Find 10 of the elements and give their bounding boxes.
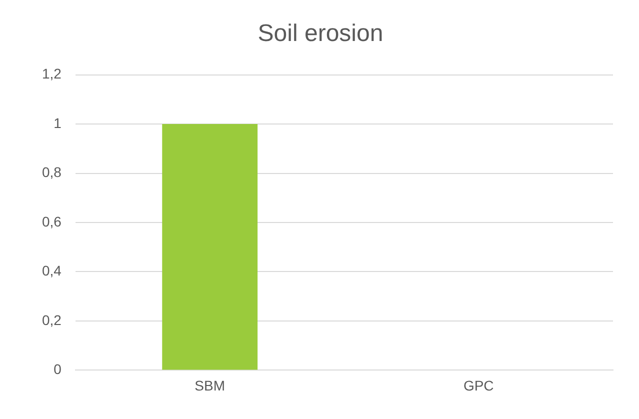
y-tick-label: 1 xyxy=(54,114,62,131)
y-tick-label: 0,8 xyxy=(42,164,62,180)
y-tick-label: 1,2 xyxy=(42,66,62,82)
x-tick-label: SBM xyxy=(194,377,226,394)
y-tick-label: 0,4 xyxy=(42,262,62,279)
chart-title: Soil erosion xyxy=(258,20,384,48)
y-tick-label: 0,2 xyxy=(42,312,62,328)
y-tick-label: 0,6 xyxy=(42,213,62,230)
x-tick-label: GPC xyxy=(463,377,494,394)
y-tick-label: 0 xyxy=(54,361,62,378)
